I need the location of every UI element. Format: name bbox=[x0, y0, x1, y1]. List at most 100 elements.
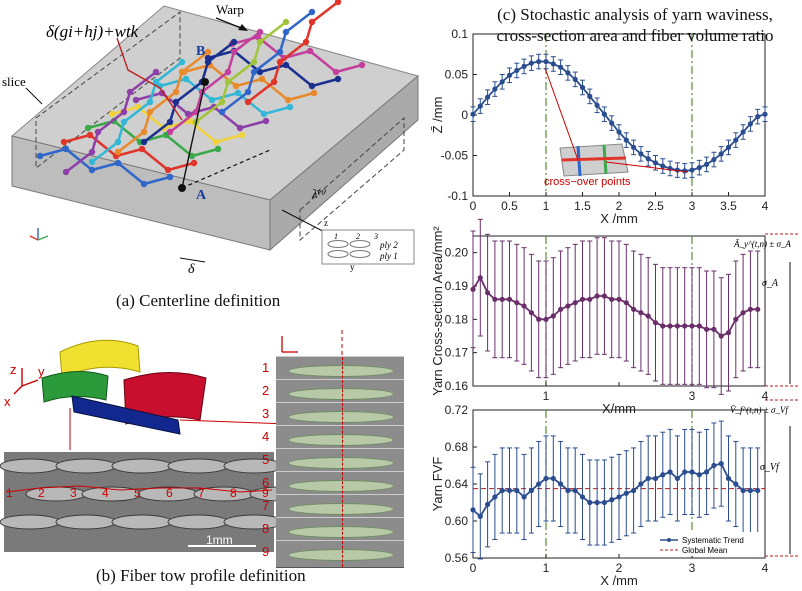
data-point bbox=[579, 296, 586, 302]
tow-section bbox=[111, 458, 173, 474]
data-point bbox=[696, 165, 702, 171]
x-tick-label: 4 bbox=[762, 199, 769, 213]
y-tick-label: 0.60 bbox=[445, 514, 469, 528]
fiber-tow-section bbox=[288, 526, 394, 538]
yarn-node bbox=[94, 128, 102, 136]
range-brackets bbox=[765, 233, 800, 557]
data-point bbox=[725, 144, 732, 150]
yarn-node bbox=[88, 158, 96, 166]
data-point bbox=[609, 120, 615, 126]
data-point bbox=[660, 163, 666, 169]
yarn-node bbox=[310, 89, 318, 97]
data-point bbox=[528, 310, 535, 316]
yarn-node bbox=[140, 138, 148, 146]
fiber-tow-section bbox=[288, 480, 394, 492]
data-point bbox=[528, 60, 535, 66]
slice-plane bbox=[35, 11, 181, 170]
crossover-label: cross−over points bbox=[544, 176, 631, 188]
caption-a: (a) Centerline definition bbox=[116, 291, 281, 310]
yarn-node bbox=[270, 78, 278, 86]
yarn-weft bbox=[221, 11, 313, 113]
data-point bbox=[572, 487, 578, 494]
ply-inset-axis-z: z bbox=[324, 218, 328, 228]
data-point bbox=[594, 293, 600, 299]
fiber-tow-section bbox=[288, 503, 394, 515]
data-point bbox=[718, 333, 724, 339]
yarn-node bbox=[120, 108, 128, 116]
fiber-tow-section bbox=[288, 388, 394, 400]
data-point bbox=[645, 475, 651, 482]
yarn-node bbox=[158, 89, 166, 97]
crossover-pointer bbox=[544, 67, 579, 161]
data-point bbox=[609, 497, 615, 503]
slice-cut-line bbox=[342, 426, 343, 452]
slice-cut-line bbox=[342, 380, 343, 406]
data-point bbox=[499, 296, 505, 302]
y-tick-label: -0.1 bbox=[447, 189, 468, 203]
yarn-node bbox=[334, 0, 342, 6]
x-tick-label: 1.5 bbox=[574, 199, 591, 213]
slice-cut-line bbox=[342, 518, 343, 544]
yarn-weft bbox=[195, 21, 287, 123]
yarn-network bbox=[36, 0, 366, 192]
y-axis-label: Yarn Cross-section Area/mm² bbox=[430, 226, 445, 396]
data-point bbox=[470, 507, 476, 513]
yarn-node bbox=[258, 75, 266, 83]
x-tick-label: 4 bbox=[762, 389, 769, 403]
yarn-node bbox=[234, 89, 242, 97]
yarn-warp bbox=[63, 133, 195, 172]
axis-b-x: x bbox=[4, 394, 11, 409]
yarn-node bbox=[244, 98, 252, 106]
slab-axis bbox=[281, 336, 298, 353]
fiber-tow-section bbox=[288, 549, 394, 561]
data-point bbox=[477, 513, 483, 519]
yarn-node bbox=[250, 68, 258, 76]
data-point bbox=[631, 144, 637, 150]
data-point bbox=[521, 494, 527, 500]
caption-b: (b) Fiber tow profile definition bbox=[96, 566, 306, 585]
caption-c-line1: (c) Stochastic analysis of yarn waviness… bbox=[497, 5, 773, 24]
yarn-node bbox=[62, 145, 70, 153]
data-point bbox=[696, 472, 702, 478]
yarn-node bbox=[282, 18, 290, 26]
y-tick-label: 0.18 bbox=[445, 312, 469, 326]
yarn-warp bbox=[111, 105, 243, 144]
data-point bbox=[579, 494, 586, 500]
yarn-node bbox=[302, 38, 310, 46]
x-tick-label: 3 bbox=[689, 199, 696, 213]
data-point bbox=[536, 58, 542, 65]
yarn-warp bbox=[207, 49, 339, 88]
crossover-inset bbox=[544, 67, 689, 177]
x-axis-label: X/mm bbox=[602, 401, 636, 416]
tow-section bbox=[223, 458, 285, 474]
y-tick-label: 0.19 bbox=[445, 279, 469, 293]
data-point bbox=[485, 290, 491, 296]
data-point bbox=[506, 487, 513, 494]
yarn-weft bbox=[65, 71, 157, 173]
data-point bbox=[558, 306, 564, 312]
data-point bbox=[616, 129, 622, 135]
data-point bbox=[514, 487, 520, 494]
strip-slice-number: 5 bbox=[134, 486, 141, 500]
strip-slice-number: 1 bbox=[6, 486, 13, 500]
slice-leader bbox=[25, 87, 43, 105]
yarn-node bbox=[262, 117, 270, 125]
data-point bbox=[704, 469, 710, 475]
slice-cut-line bbox=[342, 495, 343, 521]
data-point bbox=[725, 330, 732, 336]
data-point bbox=[616, 296, 622, 302]
strip-slice-number: 7 bbox=[198, 486, 205, 500]
delta-dimension bbox=[179, 257, 206, 263]
yarn-node bbox=[282, 28, 290, 36]
data-point bbox=[674, 323, 681, 329]
data-point bbox=[477, 103, 483, 109]
data-point bbox=[594, 499, 600, 506]
yarn-node bbox=[146, 108, 154, 116]
yarn-weft bbox=[91, 61, 183, 163]
data-point bbox=[733, 137, 739, 143]
data-point bbox=[674, 475, 681, 482]
data-point bbox=[470, 111, 476, 117]
data-point bbox=[536, 316, 542, 322]
data-point bbox=[565, 487, 571, 494]
